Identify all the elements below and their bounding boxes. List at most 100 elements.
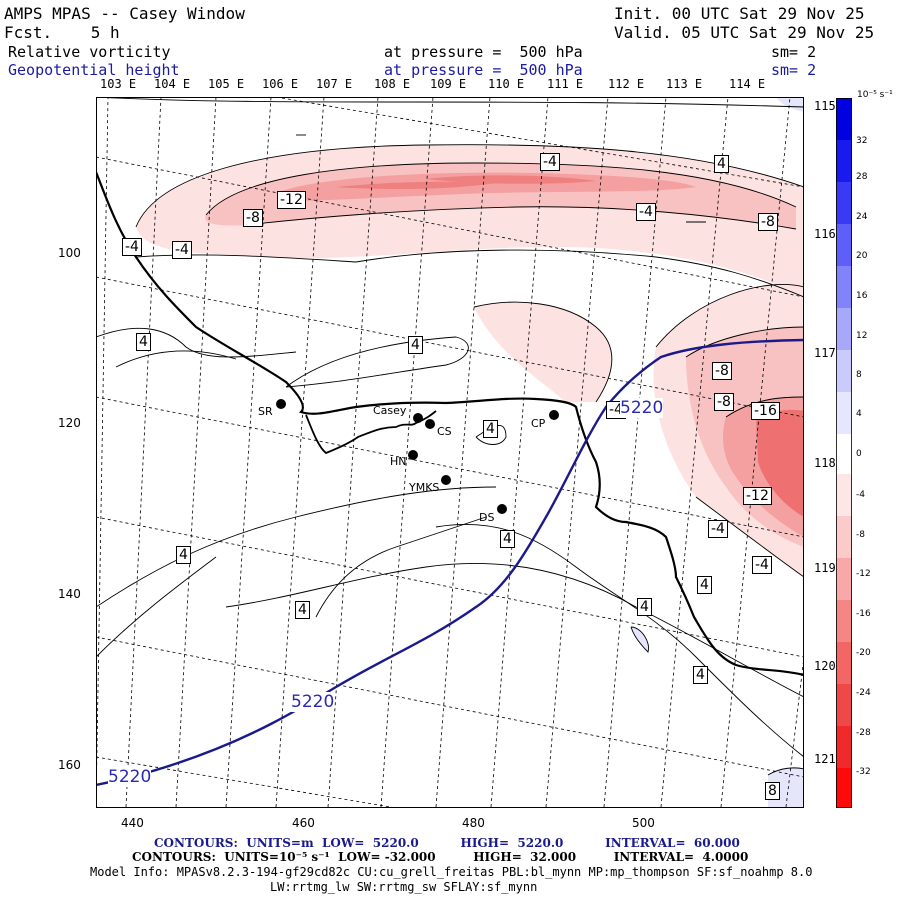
cb-tick: -16 [856,609,871,619]
height-label: 5220 [108,767,152,787]
neg-vort-core2 [426,175,596,184]
neg-vort-core [336,181,496,190]
vort-label: 4 [176,546,191,564]
field2-name: Geopotential height [8,61,180,79]
cb-tick: -20 [856,648,871,658]
station-marker-ymks[interactable] [441,475,451,485]
station-marker-hn[interactable] [408,450,418,460]
station-label-cs: CS [437,425,452,438]
cb-tick: -24 [856,688,871,698]
station-label-cp: CP [531,417,546,430]
pos-vort-patch-s [631,627,649,652]
cb-tick: 12 [856,331,868,341]
field2-level: at pressure = 500 hPa [384,61,583,79]
vort-label: -4 [540,153,560,171]
vort-label: -4 [172,241,192,259]
cb-tick: 20 [856,251,868,261]
model-info-2: LW:rrtmg_lw SW:rrtmg_sw SFLAY:sf_mynn [270,880,538,894]
cb-tick: 32 [856,136,868,146]
vort-label: 4 [637,598,652,616]
vort-label: -4 [752,556,772,574]
vort-label: -12 [277,191,306,209]
cb-tick: 8 [856,370,862,380]
station-marker-casey[interactable] [413,413,423,423]
lon-label: 109 E [430,77,467,91]
y-tick: 160 [58,758,81,772]
station-label-casey: Casey [373,404,407,417]
cb-tick: 28 [856,172,868,182]
vort-label: 4 [500,530,515,548]
vort-label: -4 [636,203,656,221]
vort-label: 4 [714,155,729,173]
lon-label: 103 E [100,77,137,91]
station-marker-cp[interactable] [549,410,559,420]
station-label-ds: DS [479,511,495,524]
field1-name: Relative vorticity [8,43,171,61]
cb-tick: -28 [856,728,871,738]
lon-label: 112 E [608,77,645,91]
station-marker-cs[interactable] [425,419,435,429]
cb-tick: -4 [856,490,865,500]
vort-label: 4 [693,666,708,684]
vort-label: -12 [743,487,772,505]
contours-height-info: CONTOURS: UNITS=m LOW= 5220.0 HIGH= 5220… [154,836,740,850]
vort-label: 8 [765,782,780,800]
cb-tick: -8 [856,530,865,540]
forecast-hour: Fcst. 5 h [4,23,120,42]
lon-label: 107 E [316,77,353,91]
y-tick: 140 [58,587,81,601]
x-tick: 440 [121,816,144,830]
colorbar [836,98,852,808]
lon-label: 104 E [154,77,191,91]
colorbar-units: 10⁻⁵ s⁻¹ [857,90,893,100]
height-contour-5220 [96,338,804,787]
x-tick: 480 [462,816,485,830]
lon-label: 114 E [729,77,766,91]
pos-vort-patch [776,97,804,112]
vort-label: -8 [712,362,732,380]
model-info: Model Info: MPASv8.2.3-194-gf29cd82c CU:… [90,865,813,879]
y-tick: 120 [58,416,81,430]
lon-label: 113 E [666,77,703,91]
station-label-ymks: YMKS [409,481,440,494]
vort-label: 4 [697,576,712,594]
vort-label: 4 [295,601,310,619]
vort-label: -8 [243,209,263,227]
vort-label: 4 [408,336,423,354]
neg-vort-band-12 [276,172,696,201]
vorticity-contours [96,97,804,776]
cb-tick: -32 [856,767,871,777]
station-marker-sr[interactable] [276,399,286,409]
vorticity-map [96,97,804,808]
station-marker-ds[interactable] [497,504,507,514]
vort-label: -8 [758,213,778,231]
station-label-sr: SR [258,405,273,418]
field1-smoothing: sm= 2 [771,43,817,61]
lon-label: 105 E [208,77,245,91]
station-label-hn: HN [390,455,407,468]
map-title: AMPS MPAS -- Casey Window [4,4,245,23]
height-label: 5220 [620,398,664,418]
x-tick: 460 [292,816,315,830]
vort-label: -8 [714,393,734,411]
contours-vorticity-info: CONTOURS: UNITS=10⁻⁵ s⁻¹ LOW= -32.000 HI… [132,850,749,864]
vort-label: -4 [708,520,728,538]
cb-tick: 0 [856,449,862,459]
lon-label: 110 E [488,77,525,91]
lon-label: 111 E [547,77,584,91]
vort-label: 4 [136,333,151,351]
lon-label: 108 E [374,77,411,91]
init-time: Init. 00 UTC Sat 29 Nov 25 [614,4,865,23]
coastline [96,171,804,677]
valid-time: Valid. 05 UTC Sat 29 Nov 25 [614,23,875,42]
x-tick: 500 [632,816,655,830]
cb-tick: 4 [856,409,862,419]
lon-label: 106 E [262,77,299,91]
cb-tick: -12 [856,569,871,579]
y-tick: 100 [58,246,81,260]
cb-tick: 16 [856,291,868,301]
cb-tick: 24 [856,212,868,222]
neg-vort-central [474,302,612,402]
field1-level: at pressure = 500 hPa [384,43,583,61]
vort-label: -16 [751,402,780,420]
